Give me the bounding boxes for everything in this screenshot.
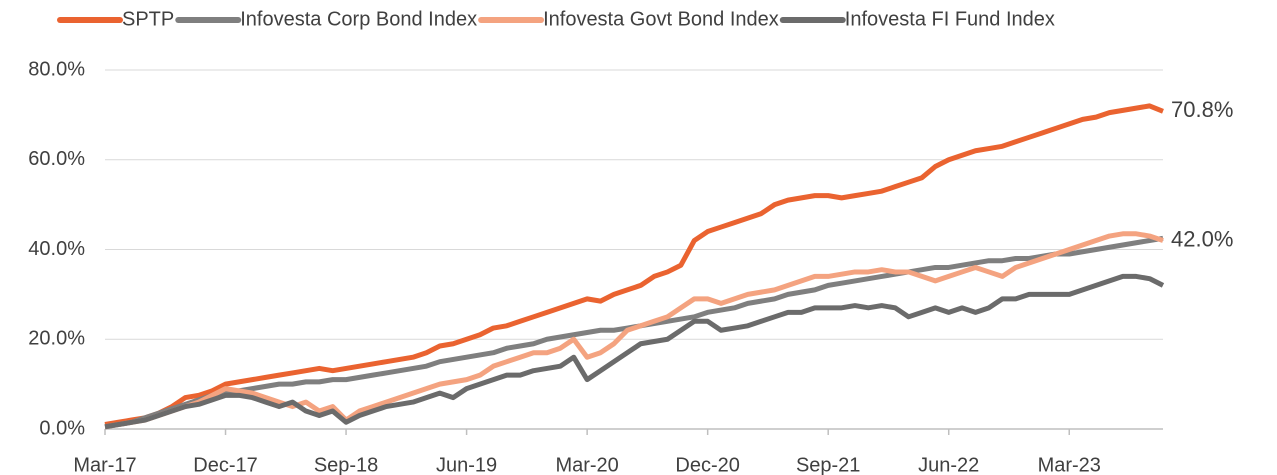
x-tick-label: Dec-17 <box>193 454 257 475</box>
legend-label: Infovesta Corp Bond Index <box>240 8 477 30</box>
x-tick-label: Sep-21 <box>796 454 861 475</box>
x-tick-label: Dec-20 <box>675 454 739 475</box>
y-tick-label: 20.0% <box>28 328 85 350</box>
end-label: 42.0% <box>1171 226 1233 251</box>
series-line <box>104 103 1164 427</box>
y-tick-label: 0.0% <box>39 417 85 439</box>
y-tick-label: 80.0% <box>28 58 85 80</box>
x-tick-label: Mar-17 <box>73 454 136 475</box>
y-tick-label: 40.0% <box>28 238 85 260</box>
x-tick-label: Mar-23 <box>1038 454 1101 475</box>
y-tick-label: 60.0% <box>28 148 85 170</box>
legend-label: Infovesta FI Fund Index <box>845 8 1055 30</box>
x-tick-label: Mar-20 <box>555 454 618 475</box>
x-tick-label: Jun-19 <box>436 454 497 475</box>
x-tick-label: Sep-18 <box>314 454 379 475</box>
legend-label: SPTP <box>122 8 174 30</box>
series-line <box>104 231 1164 430</box>
series-line <box>104 273 1165 430</box>
end-label: 70.8% <box>1171 97 1233 122</box>
x-tick-label: Jun-22 <box>918 454 979 475</box>
legend: SPTP Infovesta Corp Bond Index Infovesta G… <box>57 8 1055 30</box>
legend-label: Infovesta Govt Bond Index <box>543 8 779 30</box>
